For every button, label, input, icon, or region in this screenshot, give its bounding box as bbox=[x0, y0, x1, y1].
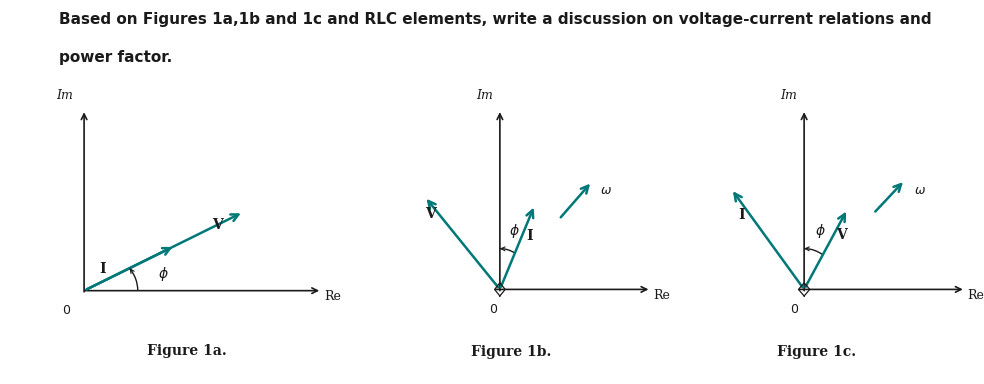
Text: 0: 0 bbox=[62, 304, 70, 317]
Text: I: I bbox=[526, 228, 533, 243]
Text: $\omega$: $\omega$ bbox=[600, 184, 612, 197]
Text: $\phi$: $\phi$ bbox=[815, 222, 826, 240]
Text: V: V bbox=[425, 207, 436, 221]
Text: V: V bbox=[836, 228, 847, 243]
Text: 0: 0 bbox=[489, 303, 497, 316]
Text: Re: Re bbox=[653, 289, 670, 302]
Text: V: V bbox=[213, 218, 223, 232]
Text: Im: Im bbox=[476, 89, 493, 102]
Text: 0: 0 bbox=[790, 303, 798, 316]
Text: Figure 1a.: Figure 1a. bbox=[147, 344, 227, 358]
Text: $\phi$: $\phi$ bbox=[158, 265, 169, 283]
Text: Figure 1c.: Figure 1c. bbox=[777, 345, 856, 359]
Text: Re: Re bbox=[967, 289, 984, 302]
Text: Im: Im bbox=[56, 89, 74, 102]
Text: power factor.: power factor. bbox=[59, 50, 172, 65]
Text: Figure 1b.: Figure 1b. bbox=[471, 345, 552, 359]
Text: Im: Im bbox=[779, 89, 797, 102]
Text: I: I bbox=[99, 262, 106, 276]
Text: I: I bbox=[738, 208, 745, 222]
Text: $\omega$: $\omega$ bbox=[914, 184, 926, 197]
Text: $\phi$: $\phi$ bbox=[509, 222, 520, 240]
Text: Based on Figures 1a,1b and 1c and RLC elements, write a discussion on voltage-cu: Based on Figures 1a,1b and 1c and RLC el… bbox=[59, 12, 932, 26]
Text: Re: Re bbox=[325, 290, 341, 303]
